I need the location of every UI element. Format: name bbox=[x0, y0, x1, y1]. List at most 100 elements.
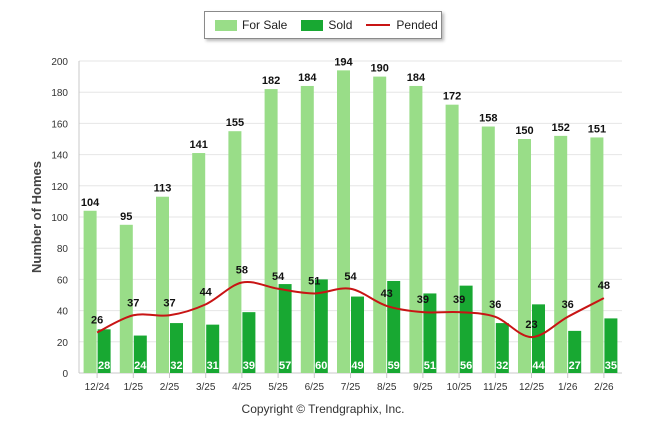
y-tick-label: 60 bbox=[57, 275, 69, 286]
data-label-sold: 32 bbox=[496, 360, 508, 372]
data-label-for-sale: 194 bbox=[334, 56, 353, 68]
data-label-sold: 57 bbox=[279, 360, 291, 372]
data-label-for-sale: 158 bbox=[479, 113, 497, 125]
bar-for-sale bbox=[554, 135, 568, 373]
bar-sold bbox=[206, 324, 220, 373]
y-tick-label: 160 bbox=[51, 119, 68, 130]
bar-sold bbox=[97, 329, 111, 373]
data-label-pended: 58 bbox=[236, 265, 248, 277]
y-tick-label: 0 bbox=[62, 369, 68, 380]
data-label-for-sale: 182 bbox=[262, 75, 280, 87]
data-label-pended: 39 bbox=[453, 294, 465, 306]
data-label-pended: 43 bbox=[381, 288, 393, 300]
bar-sold bbox=[532, 304, 545, 373]
data-label-sold: 27 bbox=[569, 360, 581, 372]
legend-swatch-for-sale bbox=[215, 19, 237, 31]
x-tick-label: 2/25 bbox=[160, 382, 180, 393]
y-tick-label: 20 bbox=[57, 338, 69, 349]
y-tick-label: 40 bbox=[57, 307, 69, 318]
x-tick-label: 12/25 bbox=[519, 382, 544, 393]
data-label-for-sale: 113 bbox=[154, 183, 172, 195]
bar-sold bbox=[133, 335, 147, 373]
data-label-pended: 48 bbox=[598, 280, 610, 292]
data-label-sold: 59 bbox=[388, 360, 400, 372]
bar-for-sale bbox=[337, 70, 350, 374]
data-label-pended: 37 bbox=[163, 297, 175, 309]
bar-sold bbox=[604, 318, 618, 373]
bar-sold bbox=[568, 330, 582, 373]
bar-for-sale bbox=[192, 153, 206, 373]
x-tick-label: 1/25 bbox=[124, 382, 144, 393]
data-label-pended: 51 bbox=[308, 275, 320, 287]
y-tick-label: 140 bbox=[51, 151, 68, 162]
data-label-for-sale: 172 bbox=[443, 91, 461, 103]
x-tick-label: 11/25 bbox=[483, 382, 508, 393]
data-label-for-sale: 150 bbox=[515, 125, 533, 137]
data-label-pended: 23 bbox=[525, 319, 537, 331]
legend-label-for-sale: For Sale bbox=[242, 18, 288, 32]
data-label-pended: 44 bbox=[200, 286, 213, 298]
legend-label-sold: Sold bbox=[328, 18, 353, 32]
x-tick-label: 10/25 bbox=[447, 382, 472, 393]
bar-for-sale bbox=[409, 85, 423, 374]
line-pended bbox=[96, 280, 605, 339]
data-label-pended: 37 bbox=[127, 297, 139, 309]
x-tick-label: 5/25 bbox=[268, 382, 288, 393]
data-label-for-sale: 184 bbox=[298, 72, 317, 84]
bar-for-sale bbox=[264, 89, 278, 373]
bar-sold bbox=[170, 323, 183, 373]
data-label-sold: 39 bbox=[243, 360, 255, 372]
bar-for-sale bbox=[518, 139, 531, 373]
data-label-sold: 35 bbox=[605, 360, 617, 372]
data-label-for-sale: 141 bbox=[190, 139, 208, 151]
data-label-sold: 32 bbox=[170, 360, 182, 372]
x-tick-label: 4/25 bbox=[232, 382, 252, 393]
bar-sold bbox=[387, 280, 401, 373]
bar-sold bbox=[278, 284, 292, 373]
bar-for-sale bbox=[481, 126, 495, 374]
bar-for-sale bbox=[445, 104, 459, 374]
data-label-sold: 60 bbox=[315, 360, 327, 372]
bar-sold bbox=[242, 312, 256, 373]
data-label-for-sale: 104 bbox=[81, 197, 100, 209]
bar-for-sale bbox=[156, 196, 169, 373]
y-tick-label: 120 bbox=[51, 182, 68, 193]
data-label-pended: 54 bbox=[344, 271, 357, 283]
bar-sold bbox=[459, 285, 473, 373]
bar-sold bbox=[495, 323, 509, 373]
bar-sold bbox=[351, 296, 364, 373]
data-label-sold: 31 bbox=[207, 360, 219, 372]
data-label-for-sale: 95 bbox=[120, 211, 132, 223]
y-axis-label: Number of Homes bbox=[29, 161, 44, 273]
bar-for-sale bbox=[373, 76, 387, 373]
x-tick-label: 3/25 bbox=[196, 382, 216, 393]
legend-swatch-sold bbox=[301, 19, 324, 31]
data-label-for-sale: 184 bbox=[407, 72, 426, 84]
data-label-for-sale: 152 bbox=[552, 122, 570, 134]
data-label-pended: 36 bbox=[562, 299, 574, 311]
y-tick-label: 200 bbox=[51, 57, 68, 68]
copyright-text: Copyright © Trendgraphix, Inc. bbox=[241, 402, 405, 416]
data-label-sold: 49 bbox=[351, 360, 363, 372]
bar-sold bbox=[314, 279, 328, 373]
bar-for-sale bbox=[300, 85, 314, 374]
x-tick-label: 1/26 bbox=[558, 382, 578, 393]
legend: For Sale Sold Pended bbox=[204, 11, 442, 39]
data-label-sold: 24 bbox=[134, 360, 147, 372]
legend-item-pended[interactable]: Pended bbox=[366, 18, 438, 32]
data-label-sold: 28 bbox=[98, 360, 110, 372]
bar-for-sale bbox=[83, 210, 97, 373]
y-tick-label: 80 bbox=[57, 244, 69, 255]
data-label-for-sale: 155 bbox=[226, 117, 244, 129]
data-label-sold: 44 bbox=[532, 360, 545, 372]
data-label-pended: 54 bbox=[272, 271, 285, 283]
x-tick-label: 2/26 bbox=[594, 382, 614, 393]
data-label-pended: 26 bbox=[91, 314, 103, 326]
x-tick-label: 7/25 bbox=[341, 382, 361, 393]
data-label-for-sale: 190 bbox=[371, 63, 389, 75]
legend-item-for-sale[interactable]: For Sale bbox=[215, 18, 287, 32]
legend-item-sold[interactable]: Sold bbox=[301, 18, 352, 32]
legend-swatch-pended bbox=[366, 24, 391, 26]
y-tick-label: 100 bbox=[51, 213, 68, 224]
